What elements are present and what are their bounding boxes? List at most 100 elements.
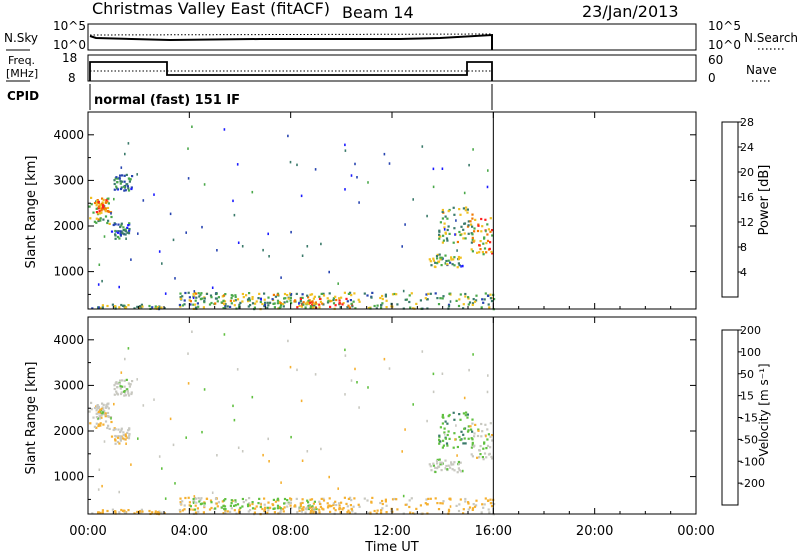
heatmap-cell <box>446 263 449 266</box>
heatmap-cell <box>263 503 266 506</box>
heatmap-cell <box>99 408 102 411</box>
heatmap-cell <box>318 500 321 503</box>
heatmap-cell <box>119 180 122 183</box>
heatmap-cell <box>254 507 257 510</box>
heatmap-cell <box>187 147 189 150</box>
heatmap-cell <box>471 507 475 510</box>
heatmap-cell <box>179 305 182 308</box>
heatmap-cell <box>97 488 100 491</box>
heatmap-cell <box>430 264 433 267</box>
heatmap-cell <box>436 462 439 465</box>
heatmap-cell <box>319 505 322 508</box>
heatmap-cell <box>326 301 330 304</box>
heatmap-cell <box>101 206 105 209</box>
heatmap-cell <box>338 507 341 510</box>
heatmap-cell <box>315 508 318 511</box>
heatmap-cell <box>472 503 475 506</box>
heatmap-cell <box>441 461 444 464</box>
heatmap-cell <box>351 510 354 513</box>
heatmap-cell <box>130 258 132 261</box>
heatmap-cell <box>402 494 405 498</box>
heatmap-cell <box>373 304 376 308</box>
heatmap-cell <box>318 511 321 514</box>
heatmap-cell <box>97 405 100 409</box>
heatmap-cell <box>124 511 127 514</box>
heatmap-cell <box>302 506 305 509</box>
heatmap-cell <box>130 392 133 396</box>
heatmap-cell <box>304 507 307 510</box>
heatmap-cell <box>404 428 406 431</box>
heatmap-cell <box>247 305 250 308</box>
nsky-label: N.Sky <box>4 31 38 45</box>
heatmap-cell <box>257 502 260 505</box>
heatmap-cell <box>439 258 442 261</box>
heatmap-cell <box>468 163 470 167</box>
heatmap-cell <box>309 506 312 509</box>
heatmap-cell <box>193 508 197 511</box>
heatmap-cell <box>483 442 486 445</box>
heatmap-cell <box>153 193 155 196</box>
heatmap-cell <box>467 437 470 440</box>
station-title: Christmas Valley East (fitACF) <box>92 0 330 18</box>
heatmap-cell <box>481 430 484 433</box>
heatmap-cell <box>122 232 125 235</box>
heatmap-cell <box>452 206 455 209</box>
heatmap-cell <box>476 456 479 459</box>
velocity-colorbar-tick-label: -200 <box>740 477 765 490</box>
heatmap-cell <box>332 302 336 305</box>
heatmap-cell <box>251 297 254 301</box>
heatmap-cell <box>460 430 463 433</box>
heatmap-cell <box>124 230 128 233</box>
heatmap-cell <box>409 511 412 514</box>
heatmap-cell <box>471 441 474 444</box>
cpid-row: CPID normal (fast) 151 IF <box>7 84 493 110</box>
heatmap-cell <box>120 508 123 512</box>
heatmap-cell <box>471 217 474 220</box>
heatmap-cell <box>447 510 451 513</box>
heatmap-cell <box>421 350 424 353</box>
heatmap-cell <box>471 443 474 446</box>
nsky-tick-bottom: 10^0 <box>53 38 86 52</box>
heatmap-cell <box>229 504 232 507</box>
heatmap-cell <box>448 497 451 500</box>
heatmap-cell <box>480 435 483 438</box>
heatmap-cell <box>103 440 106 443</box>
heatmap-cell <box>117 428 120 431</box>
heatmap-cell <box>136 510 139 513</box>
heatmap-cell <box>447 259 450 262</box>
heatmap-cell <box>451 263 454 266</box>
heatmap-cell <box>320 292 323 295</box>
heatmap-cell <box>101 406 104 409</box>
heatmap-cell <box>452 446 455 449</box>
heatmap-cell <box>491 229 494 232</box>
heatmap-cell <box>490 455 493 458</box>
heatmap-cell <box>322 508 325 511</box>
heatmap-cell <box>296 511 299 514</box>
heatmap-cell <box>113 393 116 396</box>
heatmap-cell <box>310 510 313 513</box>
heatmap-cell <box>205 497 209 500</box>
heatmap-cell <box>116 177 119 180</box>
heatmap-cell <box>160 511 163 514</box>
heatmap-cell <box>344 188 346 191</box>
heatmap-cell <box>457 262 460 265</box>
heatmap-cell <box>439 256 442 259</box>
heatmap-cell <box>463 396 466 400</box>
heatmap-cell <box>203 505 206 508</box>
heatmap-cell <box>483 237 486 240</box>
heatmap-cell <box>350 294 353 297</box>
heatmap-cell <box>268 460 270 463</box>
heatmap-cell <box>300 305 303 308</box>
heatmap-cell <box>358 505 361 508</box>
xtick-label: 04:00 <box>171 524 208 539</box>
heatmap-cell <box>329 305 332 308</box>
heatmap-cell <box>332 503 335 507</box>
heatmap-cell <box>194 511 198 514</box>
heatmap-cell <box>181 295 184 298</box>
heatmap-cell <box>443 228 446 231</box>
heatmap-cell <box>224 509 227 512</box>
heatmap-cell <box>120 231 123 234</box>
heatmap-cell <box>459 213 462 216</box>
heatmap-cell <box>97 424 100 428</box>
heatmap-cell <box>223 499 226 502</box>
